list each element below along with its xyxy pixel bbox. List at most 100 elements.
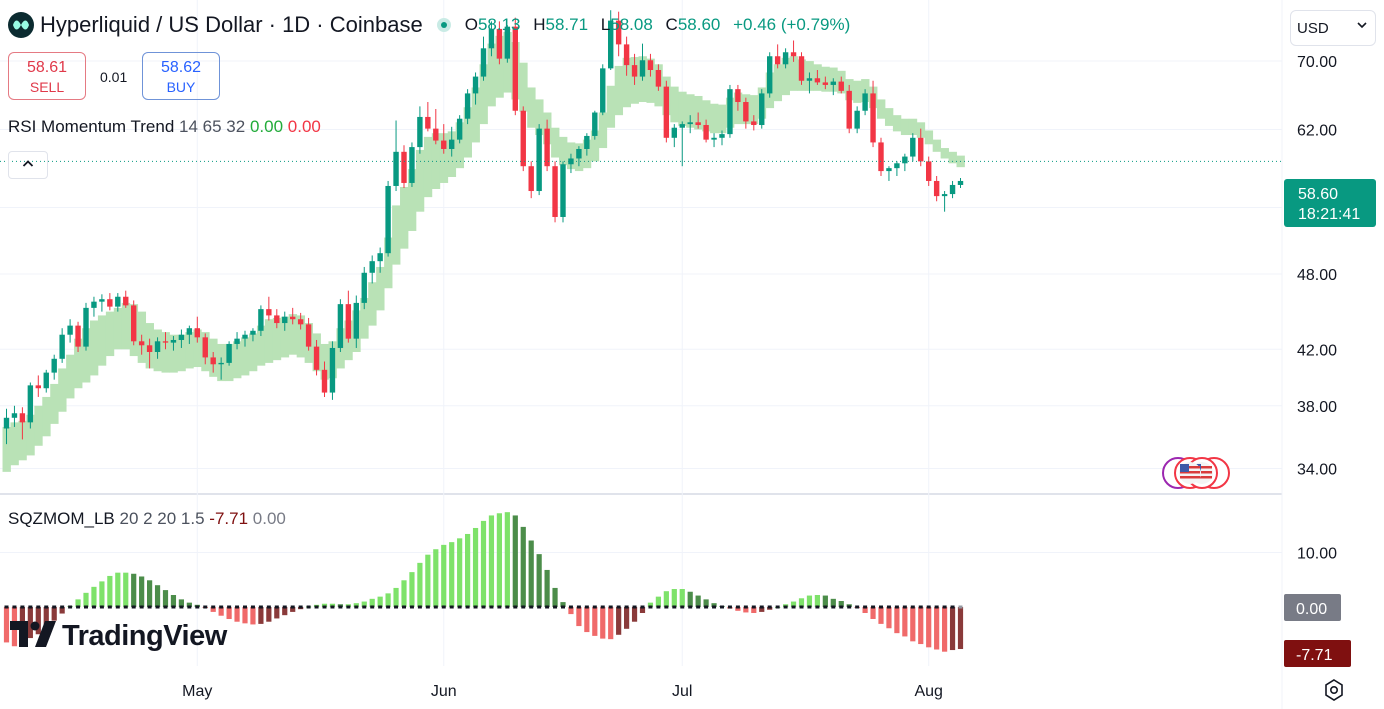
candle-body: [449, 139, 455, 149]
momentum-bar: [878, 607, 884, 624]
grid-lines: [0, 0, 1282, 666]
trend-band-segment: [789, 56, 798, 91]
candle: [472, 72, 479, 105]
squeeze-dot: [767, 605, 772, 609]
currency-select[interactable]: USD: [1290, 10, 1376, 46]
candle: [51, 354, 57, 380]
trend-band-segment: [940, 148, 949, 159]
candle: [568, 153, 574, 174]
sqzmom-indicator-value-2: 0.00: [252, 509, 286, 528]
momentum-bar: [162, 590, 169, 607]
squeeze-dot: [52, 605, 57, 609]
squeeze-dot: [203, 605, 208, 609]
rsi-indicator-name: RSI Momentum Trend: [8, 117, 175, 136]
candle-body: [663, 86, 670, 138]
candle-body: [274, 315, 280, 324]
buy-button[interactable]: 58.62 BUY: [142, 52, 220, 100]
candle-body: [361, 272, 367, 303]
candle: [655, 64, 662, 91]
squeeze-dot: [417, 605, 422, 609]
candle-body: [488, 28, 495, 49]
trend-band-segment: [439, 133, 449, 183]
trend-band-segment: [58, 368, 67, 412]
candle: [894, 161, 900, 176]
candle-body: [790, 52, 797, 57]
candle: [639, 43, 646, 81]
candle: [218, 357, 224, 380]
sell-button[interactable]: 58.61 SELL: [8, 52, 86, 100]
candle-body: [520, 110, 526, 167]
squeeze-dot: [807, 605, 812, 609]
momentum-bar: [51, 607, 57, 621]
candle-body: [623, 44, 630, 66]
rsi-indicator-legend[interactable]: RSI Momentum Trend 14 65 32 0.00 0.00: [8, 117, 321, 137]
candle: [83, 302, 89, 351]
collapse-legend-button[interactable]: [8, 151, 48, 179]
trend-band-segment: [948, 151, 957, 164]
trend-band-segment: [18, 420, 27, 461]
candle-body: [472, 76, 479, 94]
settings-gear-icon[interactable]: [1322, 678, 1346, 702]
candle-body: [751, 121, 757, 126]
squeeze-dot: [545, 605, 550, 609]
momentum-bar: [631, 607, 638, 622]
candle-body: [83, 307, 89, 347]
squeeze-dot: [346, 605, 351, 609]
candle: [679, 121, 685, 167]
candle-body: [727, 89, 733, 135]
momentum-bar: [250, 607, 256, 625]
candle: [520, 106, 526, 172]
candle-body: [902, 156, 908, 164]
candle: [878, 137, 884, 176]
momentum-bar: [409, 572, 415, 607]
momentum-bar: [99, 581, 105, 607]
candle: [441, 124, 447, 154]
momentum-bar: [687, 591, 693, 607]
candle-body: [385, 185, 391, 254]
candle-body: [377, 253, 383, 262]
candle-body: [369, 261, 375, 273]
squeeze-dot: [720, 605, 724, 609]
candle: [59, 328, 65, 363]
squeeze-dot: [894, 605, 899, 609]
candle-body: [353, 302, 359, 339]
squeeze-dot: [211, 605, 216, 609]
trend-band-segment: [614, 65, 624, 116]
tradingview-logo[interactable]: TradingView: [10, 620, 227, 653]
candle: [846, 84, 852, 134]
candle: [385, 180, 391, 257]
candle: [313, 339, 320, 376]
candle-body: [123, 296, 129, 306]
squeeze-dot: [131, 605, 136, 609]
price-tick-label: 42.00: [1297, 342, 1337, 359]
us-flag-event-icon[interactable]: [1162, 457, 1230, 489]
squeeze-dot: [696, 605, 701, 609]
candle: [743, 97, 749, 129]
momentum-bar: [743, 607, 749, 613]
candle-body: [242, 334, 248, 339]
candle: [767, 52, 773, 98]
sqzmom-indicator-legend[interactable]: SQZMOM_LB 20 2 20 1.5 -7.71 0.00: [8, 509, 286, 529]
candle-body: [441, 140, 447, 149]
time-tick-label: May: [182, 683, 212, 700]
candle: [290, 307, 296, 325]
candle: [735, 84, 741, 111]
momentum-bar: [210, 607, 216, 612]
trend-band-segment: [26, 414, 35, 456]
candle-body: [592, 112, 598, 136]
candle-body: [194, 328, 200, 338]
candle-body: [115, 296, 121, 307]
squeeze-dot: [338, 605, 343, 609]
candle-body: [417, 116, 423, 148]
chevron-up-icon: [22, 156, 34, 174]
candle-body: [552, 166, 558, 217]
candle: [687, 115, 693, 134]
candle-body: [226, 343, 232, 363]
candle: [401, 145, 407, 188]
squeeze-dot: [505, 605, 510, 609]
squeeze-dot: [115, 605, 120, 609]
candle-body: [631, 65, 638, 77]
trend-band-segment: [42, 396, 51, 437]
symbol-title[interactable]: Hyperliquid / US Dollar · 1D · Coinbase: [40, 12, 423, 37]
